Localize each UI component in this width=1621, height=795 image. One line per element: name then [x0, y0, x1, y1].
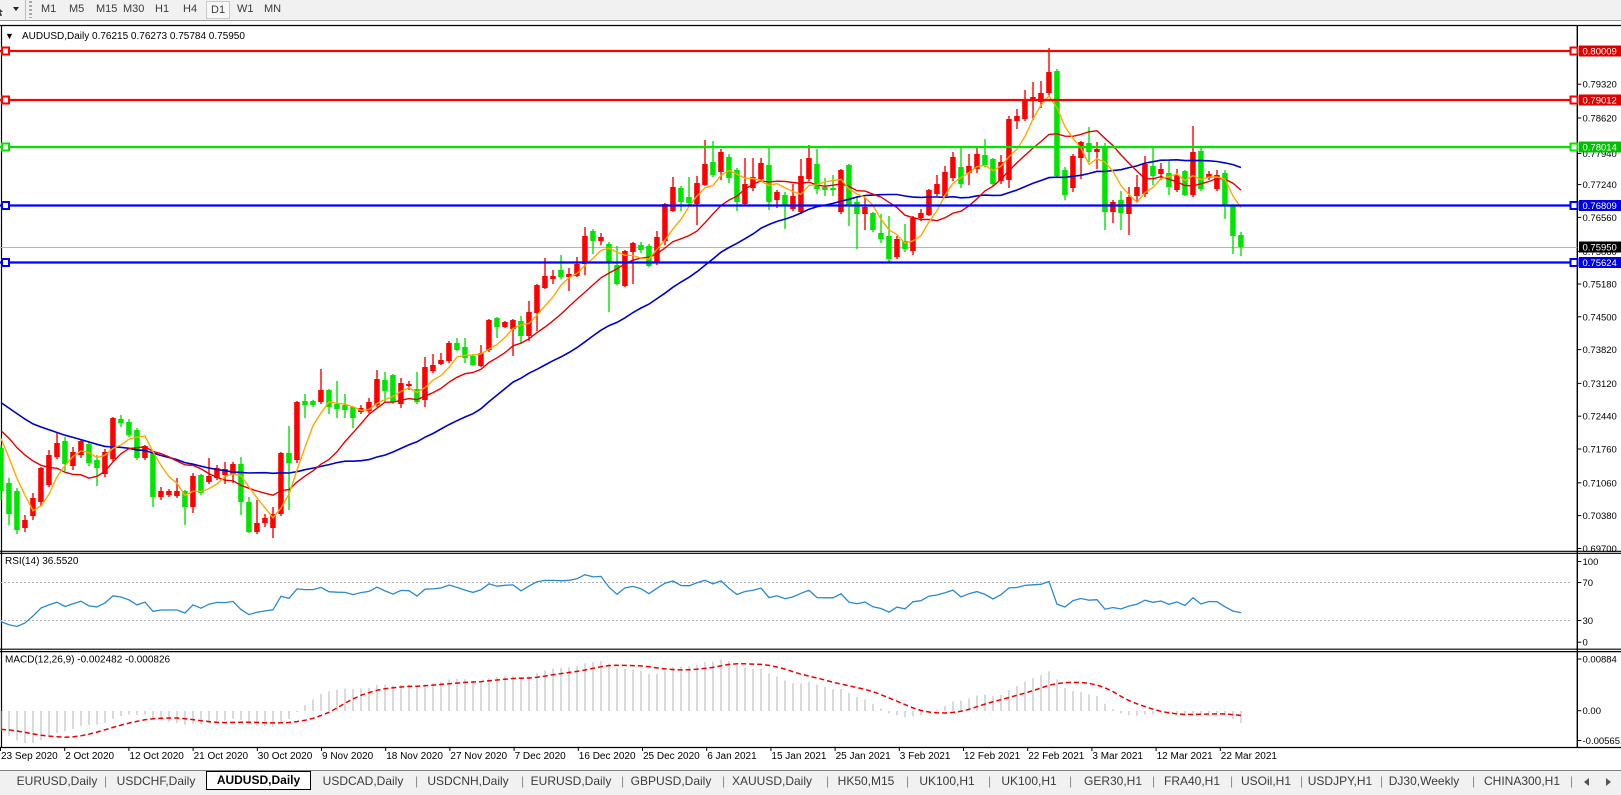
- svg-text:0.75180: 0.75180: [1583, 280, 1617, 291]
- svg-text:3 Feb 2021: 3 Feb 2021: [900, 751, 951, 762]
- svg-text:▼: ▼: [5, 31, 14, 41]
- svg-text:3 Mar 2021: 3 Mar 2021: [1092, 751, 1143, 762]
- svg-text:0.80009: 0.80009: [1583, 47, 1617, 58]
- svg-text:0.00: 0.00: [1583, 706, 1602, 717]
- svg-text:22 Mar 2021: 22 Mar 2021: [1221, 751, 1278, 762]
- svg-text:AUDUSD,Daily 0.76215 0.76273: AUDUSD,Daily 0.76215 0.76273 0.75784 0.7…: [22, 31, 245, 42]
- svg-text:0.74500: 0.74500: [1583, 312, 1617, 323]
- svg-text:16 Dec 2020: 16 Dec 2020: [579, 751, 636, 762]
- svg-text:0.79320: 0.79320: [1583, 80, 1617, 91]
- svg-text:100: 100: [1583, 557, 1599, 568]
- svg-text:12 Oct 2020: 12 Oct 2020: [129, 751, 184, 762]
- svg-text:7 Dec 2020: 7 Dec 2020: [515, 751, 567, 762]
- svg-text:22 Feb 2021: 22 Feb 2021: [1028, 751, 1085, 762]
- svg-text:0.76560: 0.76560: [1583, 213, 1617, 224]
- svg-text:0.00884: 0.00884: [1583, 655, 1617, 666]
- svg-text:25 Dec 2020: 25 Dec 2020: [643, 751, 700, 762]
- svg-text:-0.005651: -0.005651: [1583, 736, 1621, 747]
- svg-text:30: 30: [1583, 616, 1594, 627]
- svg-text:21 Oct 2020: 21 Oct 2020: [194, 751, 249, 762]
- svg-text:12 Mar 2021: 12 Mar 2021: [1157, 751, 1214, 762]
- svg-text:MACD(12,26,9) -0.002482 -0.000: MACD(12,26,9) -0.002482 -0.000826: [5, 655, 171, 666]
- svg-text:0.75624: 0.75624: [1583, 258, 1617, 269]
- svg-text:15 Jan 2021: 15 Jan 2021: [771, 751, 826, 762]
- svg-text:70: 70: [1583, 578, 1594, 589]
- svg-text:0.71760: 0.71760: [1583, 445, 1617, 456]
- svg-text:27 Nov 2020: 27 Nov 2020: [450, 751, 507, 762]
- svg-text:0.75950: 0.75950: [1583, 243, 1617, 254]
- svg-text:0.78014: 0.78014: [1583, 143, 1617, 154]
- svg-text:RSI(14) 36.5520: RSI(14) 36.5520: [5, 556, 79, 567]
- svg-text:0.73820: 0.73820: [1583, 345, 1617, 356]
- svg-text:0: 0: [1583, 638, 1588, 649]
- svg-text:6 Jan 2021: 6 Jan 2021: [707, 751, 757, 762]
- svg-text:0.78620: 0.78620: [1583, 114, 1617, 125]
- svg-text:30 Oct 2020: 30 Oct 2020: [258, 751, 313, 762]
- svg-text:0.72440: 0.72440: [1583, 412, 1617, 423]
- svg-text:0.73120: 0.73120: [1583, 379, 1617, 390]
- svg-text:0.70380: 0.70380: [1583, 511, 1617, 522]
- svg-text:0.71060: 0.71060: [1583, 478, 1617, 489]
- svg-text:0.76809: 0.76809: [1583, 201, 1617, 212]
- svg-text:0.79012: 0.79012: [1583, 96, 1617, 107]
- svg-text:12 Feb 2021: 12 Feb 2021: [964, 751, 1021, 762]
- svg-text:23 Sep 2020: 23 Sep 2020: [1, 751, 58, 762]
- svg-text:2 Oct 2020: 2 Oct 2020: [65, 751, 114, 762]
- svg-text:0.77240: 0.77240: [1583, 180, 1617, 191]
- svg-text:18 Nov 2020: 18 Nov 2020: [386, 751, 443, 762]
- svg-text:0.69700: 0.69700: [1583, 544, 1617, 555]
- svg-text:25 Jan 2021: 25 Jan 2021: [836, 751, 891, 762]
- svg-text:9 Nov 2020: 9 Nov 2020: [322, 751, 374, 762]
